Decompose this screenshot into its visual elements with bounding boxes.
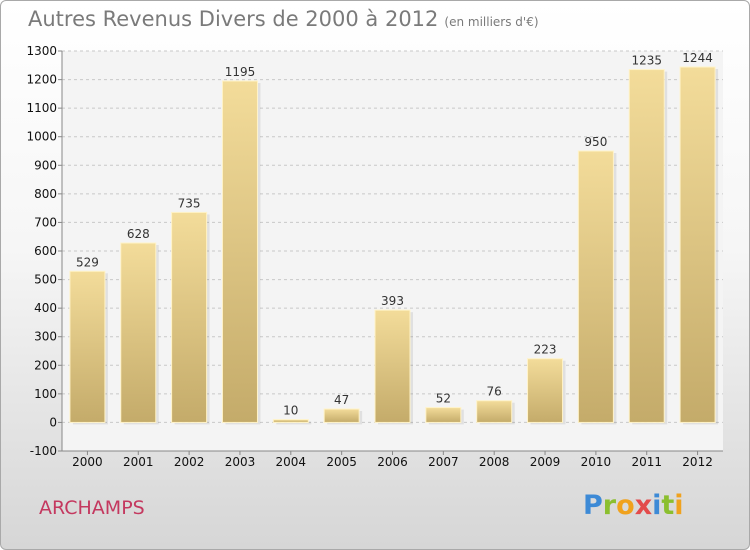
data-label: 393 <box>381 294 404 308</box>
y-tick-label: 700 <box>34 215 57 229</box>
bar-2006 <box>374 309 411 423</box>
y-tick-label: 1300 <box>26 44 57 58</box>
x-tick-label: 2002 <box>174 455 205 469</box>
logo-letter: o <box>616 490 635 521</box>
bar-2002 <box>171 211 208 423</box>
logo-letter: r <box>602 490 617 521</box>
y-tick-label: 1000 <box>26 130 57 144</box>
data-label: 735 <box>178 196 201 210</box>
bar-2004 <box>272 419 309 423</box>
x-tick-label: 2009 <box>530 455 561 469</box>
y-tick-label: 200 <box>34 358 57 372</box>
chart-title-text: Autres Revenus Divers de 2000 à 2012 <box>28 7 439 31</box>
x-tick-label: 2005 <box>326 455 357 469</box>
x-tick-label: 2004 <box>276 455 307 469</box>
bar-2010 <box>577 150 614 423</box>
data-label: 628 <box>127 227 150 241</box>
x-tick-label: 2003 <box>225 455 256 469</box>
data-label: 529 <box>76 255 99 269</box>
y-tick-label: 1200 <box>26 73 57 87</box>
data-label: 76 <box>487 385 502 399</box>
chart-title: Autres Revenus Divers de 2000 à 2012 (en … <box>28 7 539 31</box>
bar-2001 <box>120 242 157 423</box>
data-label: 1244 <box>682 51 713 65</box>
bar-2003 <box>221 80 258 423</box>
logo-letter: t <box>661 490 675 521</box>
y-tick-label: 900 <box>34 158 57 172</box>
x-tick-label: 2001 <box>123 455 154 469</box>
x-tick-label: 2010 <box>581 455 612 469</box>
y-tick-label: 300 <box>34 330 57 344</box>
logo-letter: i <box>652 490 662 521</box>
bar-2005 <box>323 408 360 423</box>
y-tick-label: 1100 <box>26 101 57 115</box>
data-label: 223 <box>534 343 557 357</box>
bar-2007 <box>425 407 462 423</box>
data-label: 52 <box>436 392 451 406</box>
logo-letter: i <box>674 490 684 521</box>
x-tick-label: 2007 <box>428 455 459 469</box>
data-label: 10 <box>283 404 298 418</box>
place-name: ARCHAMPS <box>39 497 145 519</box>
x-tick-label: 2012 <box>682 455 713 469</box>
data-label: 47 <box>334 393 349 407</box>
y-tick-label: -100 <box>30 444 57 458</box>
y-tick-label: 800 <box>34 187 57 201</box>
data-label: 1195 <box>225 65 256 79</box>
bar-2012 <box>679 66 716 423</box>
bar-shadow <box>276 421 312 425</box>
y-tick-label: 400 <box>34 301 57 315</box>
bar-2011 <box>628 69 665 423</box>
x-tick-label: 2011 <box>631 455 662 469</box>
y-tick-label: 600 <box>34 244 57 258</box>
y-tick-label: 100 <box>34 387 57 401</box>
x-tick-label: 2000 <box>72 455 103 469</box>
logo-letter: x <box>634 490 653 521</box>
bar-2008 <box>476 400 513 423</box>
data-label: 950 <box>584 135 607 149</box>
y-tick-label: 0 <box>49 415 57 429</box>
data-label: 1235 <box>631 54 662 68</box>
x-tick-label: 2006 <box>377 455 408 469</box>
bar-2009 <box>527 358 564 423</box>
logo-letter: P <box>583 490 603 521</box>
y-tick-label: 500 <box>34 273 57 287</box>
proxiti-logo: Proxiti <box>583 490 684 521</box>
bar-2000 <box>69 270 106 423</box>
x-tick-label: 2008 <box>479 455 510 469</box>
chart-subtitle: (en milliers d'€) <box>444 15 539 29</box>
